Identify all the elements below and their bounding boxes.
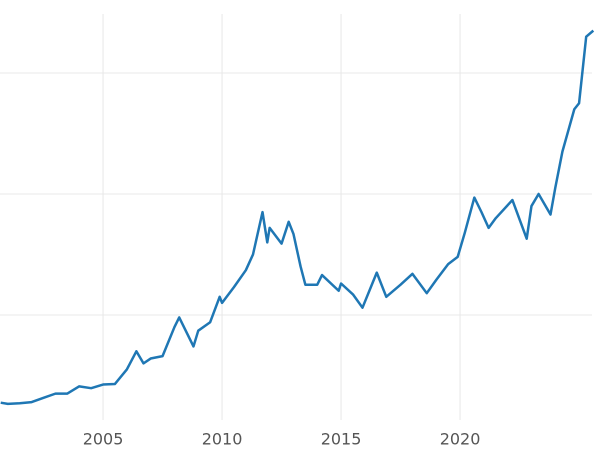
x-tick-label: 2015 [321,430,362,449]
x-tick-label: 2020 [440,430,481,449]
x-tick-label: 2010 [202,430,243,449]
price-line [0,29,595,406]
x-tick-label: 2005 [83,430,124,449]
